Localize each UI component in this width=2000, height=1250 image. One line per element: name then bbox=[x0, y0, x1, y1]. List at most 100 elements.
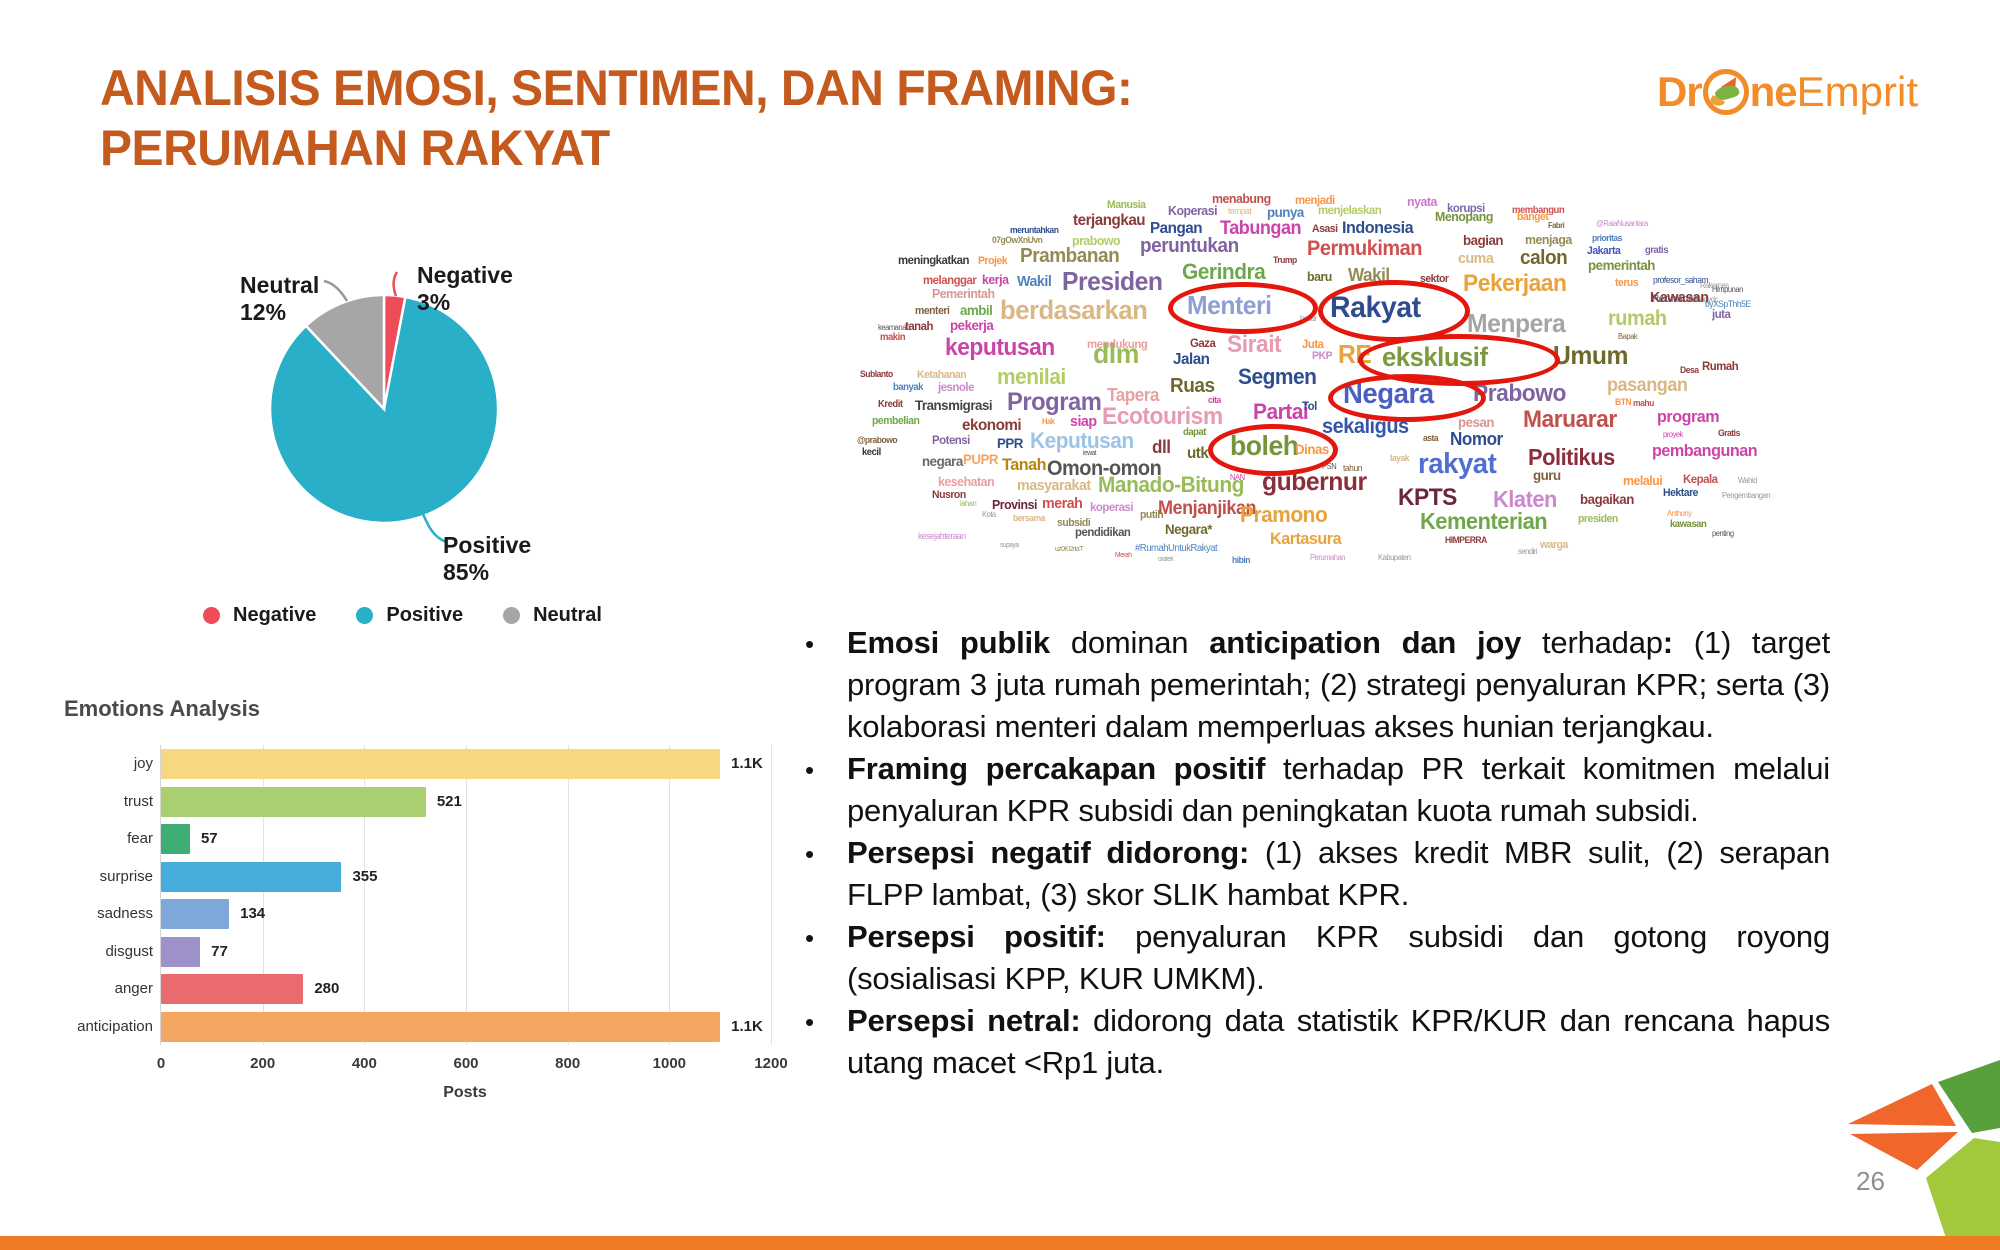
logo-text-dr: Dr bbox=[1656, 68, 1703, 115]
cloud-word: pendidikan bbox=[1075, 525, 1131, 539]
cloud-word: utk bbox=[1187, 445, 1209, 462]
cloud-word: gratis bbox=[1645, 245, 1669, 256]
cloud-word: Potensi bbox=[932, 433, 970, 447]
cloud-word: Fabri bbox=[1548, 221, 1565, 230]
category-label-anticipation: anticipation bbox=[77, 1017, 153, 1035]
annotation-circle-boleh bbox=[1208, 424, 1338, 476]
cloud-word: korupsi bbox=[1447, 201, 1485, 215]
cloud-word: BTN bbox=[1615, 397, 1632, 407]
negative-pointer-line bbox=[392, 271, 399, 297]
cloud-word: Kota bbox=[982, 510, 996, 519]
cloud-word: melanggar bbox=[923, 273, 977, 287]
cloud-word: pemerintah bbox=[1588, 257, 1655, 273]
cloud-word: program bbox=[1657, 407, 1720, 426]
cloud-word: dll bbox=[1152, 437, 1171, 457]
cloud-word: cuma bbox=[1458, 250, 1494, 267]
cloud-word: Juta bbox=[1302, 337, 1324, 351]
cloud-word: sendiri bbox=[1518, 547, 1538, 556]
annotation-circle-negara bbox=[1328, 374, 1486, 422]
cloud-word: @prabowo bbox=[857, 435, 898, 445]
category-label-anger: anger bbox=[114, 980, 153, 997]
bar-anger bbox=[161, 974, 304, 1004]
decoration-dark-green-shape bbox=[1938, 1060, 2000, 1133]
legend-label: Neutral bbox=[533, 604, 602, 626]
cloud-word: kesehatan bbox=[938, 474, 995, 489]
cloud-word: Keputusan bbox=[1030, 428, 1134, 453]
cloud-word: pembelian bbox=[872, 415, 920, 427]
x-tick-label: 0 bbox=[156, 1055, 166, 1072]
cloud-word: Ruas bbox=[1170, 375, 1215, 397]
bar-disgust bbox=[161, 936, 201, 967]
cloud-word: Rakernas bbox=[1700, 281, 1729, 290]
decoration-orange-shape-top bbox=[1848, 1084, 1956, 1126]
cloud-word: proyek bbox=[1663, 430, 1683, 439]
category-label-surprise: surprise bbox=[99, 867, 153, 885]
cloud-word: nyata bbox=[1407, 194, 1437, 209]
cloud-word: Omon-omon bbox=[1047, 457, 1162, 480]
pie-label-negative: Negative 3% bbox=[417, 262, 513, 315]
cloud-word: tanah bbox=[905, 319, 934, 333]
bar-sadness bbox=[161, 899, 230, 929]
bullet-item-1: • Emosi publik dominan anticipation dan j… bbox=[805, 622, 1830, 748]
cloud-word: penting bbox=[1712, 529, 1734, 538]
cloud-word: menabung bbox=[1212, 191, 1271, 206]
cloud-word: Tapera bbox=[1107, 385, 1159, 405]
cloud-word: HIMPERRA bbox=[1445, 535, 1487, 545]
cloud-word: meningkatkan bbox=[898, 253, 969, 267]
cloud-word: @RaiaNusantara bbox=[1596, 219, 1648, 228]
cloud-word: Transmigrasi bbox=[915, 397, 993, 413]
cloud-word: pasangan bbox=[1607, 375, 1688, 396]
sentiment-pie-chart bbox=[268, 271, 500, 544]
cloud-word: jesnole bbox=[938, 380, 974, 394]
cloud-word: rumah bbox=[1608, 307, 1667, 330]
cloud-word: menjaga bbox=[1525, 232, 1572, 247]
legend-dot-icon bbox=[356, 607, 374, 624]
cloud-word: sektor bbox=[1420, 273, 1449, 285]
cloud-word: Bapak bbox=[1618, 332, 1638, 341]
cloud-word: bersama bbox=[1013, 513, 1045, 523]
cloud-word: Tanah bbox=[1002, 455, 1046, 474]
page-title: ANALISIS EMOSI, SENTIMEN, DAN FRAMING: P… bbox=[100, 58, 1133, 178]
cloud-word: warga bbox=[1540, 539, 1568, 551]
cloud-word: Prabowo bbox=[1473, 380, 1566, 407]
emotions-chart: Emotions Analysis 0 200 400 600 800 1000 1200 j… bbox=[64, 696, 844, 1116]
cloud-word: Tol bbox=[1302, 399, 1317, 413]
cloud-word: lahan bbox=[960, 499, 977, 508]
cloud-word: rakyat bbox=[1418, 448, 1497, 480]
cloud-word: PUPR bbox=[963, 451, 999, 467]
bar-value-anticipation: 1.1K bbox=[731, 1017, 763, 1035]
x-axis-label: Posts bbox=[443, 1084, 487, 1101]
cloud-word: membangun bbox=[1512, 205, 1565, 216]
cloud-word: kawasan bbox=[1670, 519, 1707, 530]
legend-item-neutral: Neutral bbox=[503, 604, 602, 627]
cloud-word: Klaten bbox=[1493, 486, 1557, 512]
cloud-word: terjangkau bbox=[1073, 212, 1146, 229]
cloud-word: Himpunan bbox=[1712, 285, 1743, 294]
bullet-item-3: • Persepsi negatif didorong: (1) akses kr… bbox=[805, 832, 1830, 916]
cloud-word: 07gOwXnUvn bbox=[992, 235, 1043, 245]
gridline bbox=[669, 745, 671, 1045]
cloud-word: Merah bbox=[1115, 552, 1132, 559]
cloud-word: Wakil bbox=[1017, 273, 1052, 290]
cloud-word: calon bbox=[1520, 247, 1568, 269]
cloud-word: bagaikan bbox=[1580, 491, 1634, 507]
cloud-word: banget bbox=[1517, 211, 1549, 223]
x-tick-label: 1000 bbox=[652, 1055, 687, 1072]
cloud-word: Kredit bbox=[878, 399, 903, 410]
emotions-plot-area: 0 200 400 600 800 1000 1200 joy 1.1K trust 521 fear… bbox=[77, 745, 788, 1072]
cloud-word: mendukung bbox=[1087, 337, 1148, 351]
bar-value-anger: 280 bbox=[314, 980, 340, 997]
cloud-word: koperasi bbox=[1090, 500, 1134, 514]
cloud-word: Wahid bbox=[1738, 476, 1757, 485]
cloud-word: Presiden bbox=[1062, 266, 1163, 296]
cloud-word: uz0KI2rtaT bbox=[1055, 546, 1083, 553]
cloud-word: berdasarkan bbox=[1000, 295, 1148, 325]
cloud-word: cita bbox=[1208, 395, 1221, 405]
cloud-word: subsidi bbox=[1057, 517, 1091, 529]
gridline bbox=[466, 745, 467, 1045]
bullet-text: Framing percakapan positif terhadap PR t… bbox=[847, 751, 1830, 828]
bullet-text: Emosi publik dominan anticipation dan jo… bbox=[847, 625, 1830, 744]
cloud-word: Kementerian bbox=[1420, 508, 1548, 534]
cloud-word: melalui bbox=[1623, 473, 1663, 488]
cloud-word: Provinsi bbox=[992, 497, 1037, 512]
